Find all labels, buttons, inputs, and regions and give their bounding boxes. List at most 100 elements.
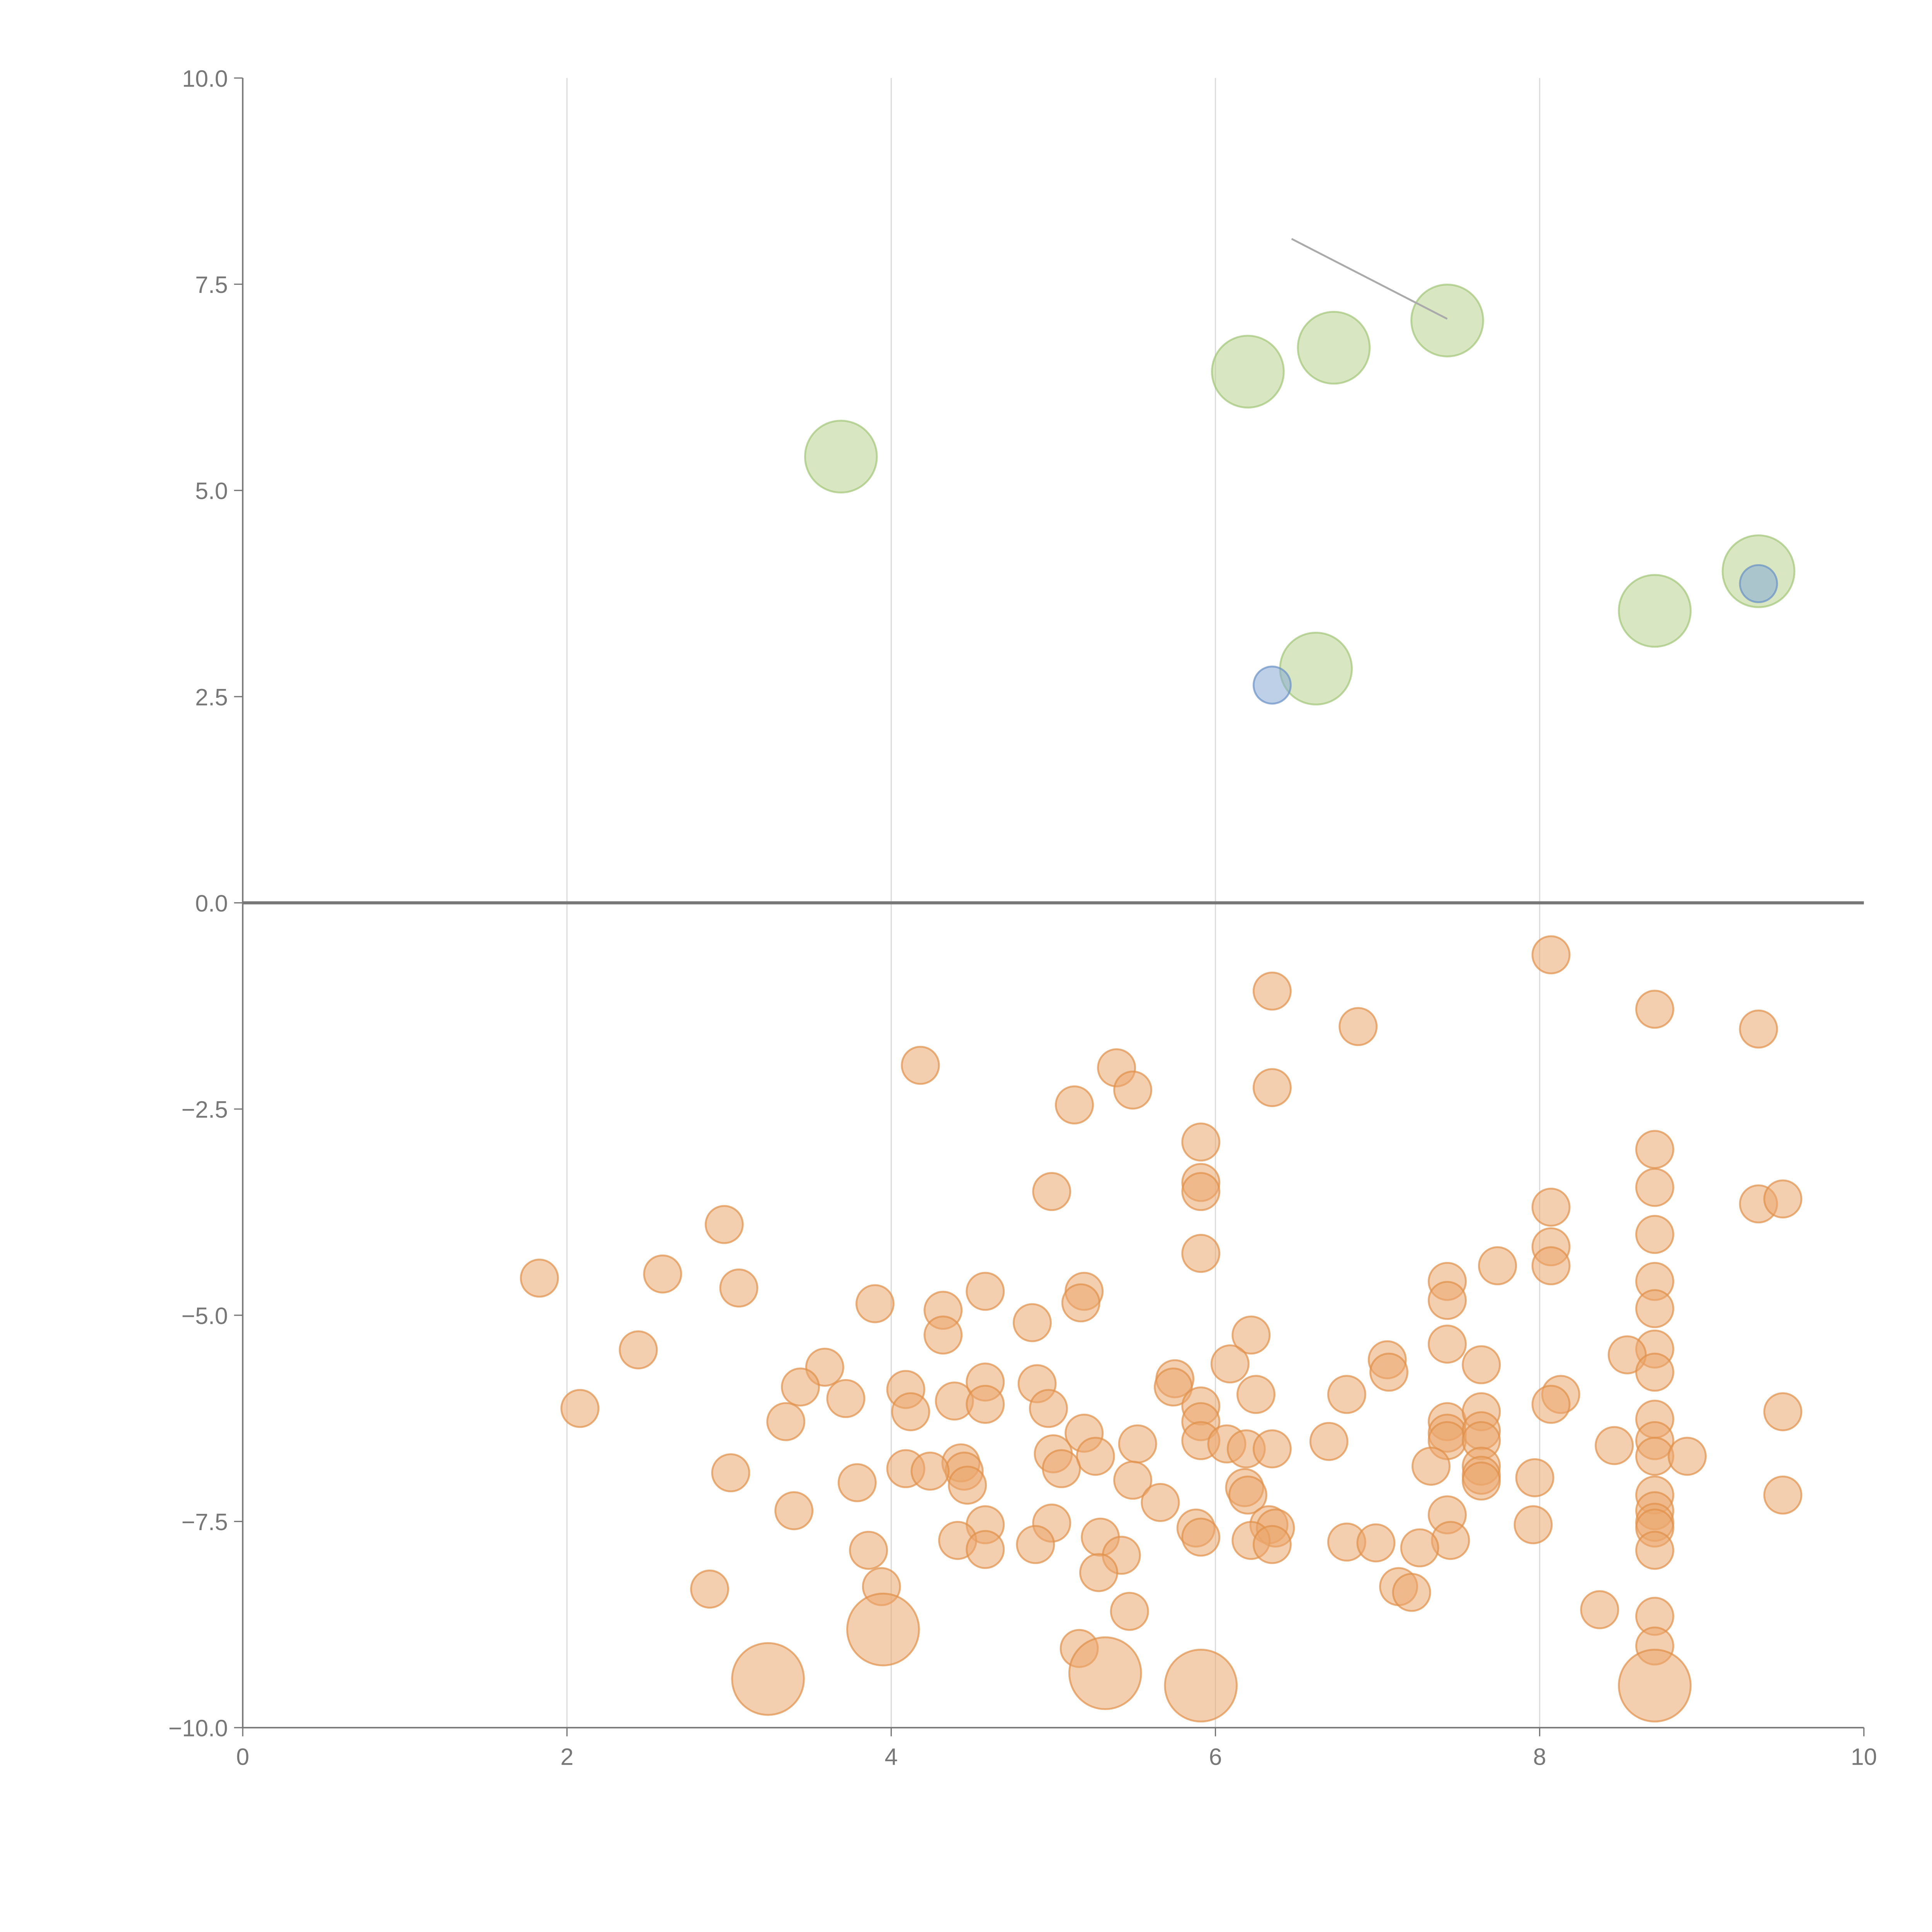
x-tick-label: 0 bbox=[236, 1743, 249, 1770]
data-point-orange bbox=[1181, 1122, 1221, 1162]
data-point-orange bbox=[891, 1392, 930, 1432]
data-point-orange bbox=[1531, 1246, 1571, 1286]
y-tick-label: −5.0 bbox=[182, 1303, 228, 1329]
data-point-orange bbox=[1113, 1461, 1153, 1500]
data-point-orange bbox=[1055, 1085, 1094, 1124]
data-point-orange bbox=[1016, 1525, 1055, 1564]
data-point-blue bbox=[1252, 665, 1292, 705]
data-point-orange bbox=[1392, 1573, 1431, 1612]
data-point-orange bbox=[1635, 1215, 1674, 1254]
data-point-orange bbox=[948, 1466, 987, 1505]
data-point-orange bbox=[1042, 1449, 1081, 1488]
data-point-orange bbox=[966, 1272, 1005, 1311]
data-point-orange bbox=[1635, 1168, 1674, 1207]
data-point-orange bbox=[1763, 1179, 1803, 1219]
data-point-orange bbox=[923, 1315, 963, 1355]
x-tick-label: 8 bbox=[1533, 1743, 1546, 1770]
data-point-orange bbox=[1478, 1246, 1517, 1286]
data-point-green bbox=[1279, 631, 1353, 706]
data-point-orange bbox=[1462, 1461, 1501, 1501]
x-tick-label: 10 bbox=[1851, 1743, 1877, 1770]
data-point-orange bbox=[1607, 1335, 1647, 1374]
data-point-orange bbox=[1061, 1283, 1100, 1323]
data-point-green bbox=[804, 420, 878, 494]
data-point-orange bbox=[719, 1268, 759, 1308]
data-point-orange bbox=[1252, 971, 1292, 1011]
data-point-orange bbox=[1635, 1289, 1674, 1328]
data-point-orange bbox=[1462, 1345, 1501, 1384]
data-point-orange bbox=[1635, 1130, 1674, 1169]
data-point-orange bbox=[1739, 1009, 1778, 1049]
data-point-orange-large bbox=[731, 1642, 805, 1716]
y-tick-label: −10.0 bbox=[168, 1715, 228, 1742]
data-point-orange bbox=[1228, 1475, 1267, 1515]
data-point-orange bbox=[966, 1384, 1005, 1424]
data-point-orange bbox=[901, 1046, 940, 1085]
data-point-orange bbox=[1252, 1068, 1292, 1107]
data-point-orange bbox=[1338, 1007, 1378, 1046]
data-point-orange bbox=[774, 1491, 814, 1531]
data-point-orange bbox=[1181, 1172, 1221, 1211]
data-point-orange bbox=[1252, 1429, 1292, 1469]
data-point-orange bbox=[1763, 1392, 1803, 1432]
data-point-orange bbox=[1181, 1234, 1221, 1273]
data-point-orange bbox=[1635, 1352, 1674, 1392]
data-point-green bbox=[1618, 574, 1692, 648]
data-point-orange bbox=[966, 1530, 1005, 1569]
data-point-orange bbox=[1032, 1172, 1071, 1211]
data-point-orange bbox=[1076, 1437, 1115, 1476]
data-point-orange bbox=[1141, 1483, 1180, 1522]
data-point-orange bbox=[1531, 1187, 1571, 1227]
data-point-orange bbox=[1531, 1384, 1571, 1424]
data-point-orange bbox=[826, 1379, 866, 1418]
data-point-orange bbox=[1763, 1475, 1803, 1515]
data-point-orange bbox=[1580, 1590, 1619, 1629]
data-point-green bbox=[1410, 284, 1484, 357]
data-point-orange bbox=[1427, 1281, 1467, 1320]
data-point-orange bbox=[1595, 1426, 1634, 1465]
data-point-orange bbox=[1369, 1352, 1408, 1392]
data-point-orange bbox=[1514, 1505, 1553, 1544]
data-point-orange-large bbox=[1618, 1648, 1692, 1723]
data-point-orange bbox=[619, 1330, 658, 1369]
data-point-orange bbox=[1153, 1367, 1193, 1407]
data-point-orange bbox=[643, 1254, 682, 1294]
data-point-orange bbox=[1113, 1070, 1153, 1110]
data-point-orange bbox=[837, 1463, 877, 1502]
data-point-orange bbox=[766, 1402, 806, 1441]
data-point-orange bbox=[849, 1531, 888, 1570]
data-point-green bbox=[1211, 335, 1285, 409]
data-point-orange bbox=[781, 1367, 820, 1407]
y-tick-label: −2.5 bbox=[182, 1097, 228, 1123]
data-point-orange bbox=[1012, 1303, 1052, 1342]
y-tick-label: 2.5 bbox=[195, 684, 228, 710]
data-point-orange bbox=[910, 1451, 950, 1491]
data-points bbox=[520, 284, 1803, 1723]
data-point-orange bbox=[1400, 1528, 1439, 1568]
y-tick-label: −7.5 bbox=[182, 1509, 228, 1535]
data-point-orange bbox=[520, 1259, 559, 1298]
data-point-orange bbox=[560, 1389, 600, 1428]
data-point-orange bbox=[1515, 1458, 1554, 1497]
data-point-orange bbox=[1667, 1437, 1707, 1476]
x-tick-label: 6 bbox=[1209, 1743, 1222, 1770]
data-point-orange bbox=[1118, 1424, 1157, 1464]
data-point-orange bbox=[1181, 1517, 1221, 1557]
data-point-orange bbox=[1356, 1523, 1396, 1563]
data-point-orange bbox=[1236, 1375, 1276, 1414]
data-point-orange bbox=[1210, 1344, 1250, 1384]
x-tick-label: 2 bbox=[560, 1743, 573, 1770]
data-point-orange-large bbox=[1164, 1648, 1238, 1723]
y-tick-label: 7.5 bbox=[195, 272, 228, 298]
data-point-orange-large bbox=[1068, 1636, 1142, 1710]
data-point-orange bbox=[711, 1453, 750, 1493]
y-tick-label: 0.0 bbox=[195, 890, 228, 917]
data-point-green bbox=[1297, 311, 1371, 385]
data-point-orange bbox=[690, 1570, 729, 1609]
y-tick-label: 10.0 bbox=[182, 65, 228, 92]
data-point-orange bbox=[1327, 1375, 1366, 1414]
x-tick-label: 4 bbox=[884, 1743, 898, 1770]
data-point-orange bbox=[855, 1284, 895, 1323]
data-point-orange bbox=[1412, 1447, 1451, 1486]
